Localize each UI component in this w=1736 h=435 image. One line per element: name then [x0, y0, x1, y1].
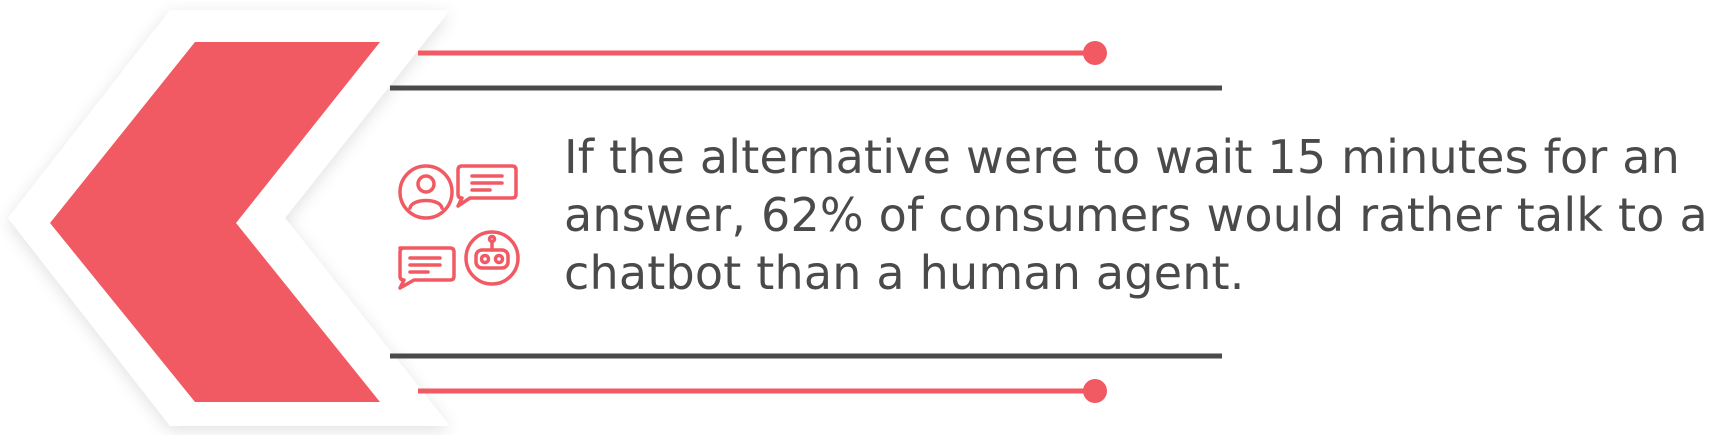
person-chat-icon — [398, 164, 454, 220]
statistic-statement: If the alternative were to wait 15 minut… — [564, 130, 1708, 300]
chatbot-icon — [464, 230, 520, 286]
bottom-accent-dot — [1083, 379, 1107, 403]
speech-bubble-icon — [456, 164, 518, 208]
chat-icons — [398, 164, 520, 290]
speech-bubble-icon — [398, 246, 456, 290]
chevron-arrow-icon — [50, 42, 380, 402]
top-accent-dot — [1083, 41, 1107, 65]
